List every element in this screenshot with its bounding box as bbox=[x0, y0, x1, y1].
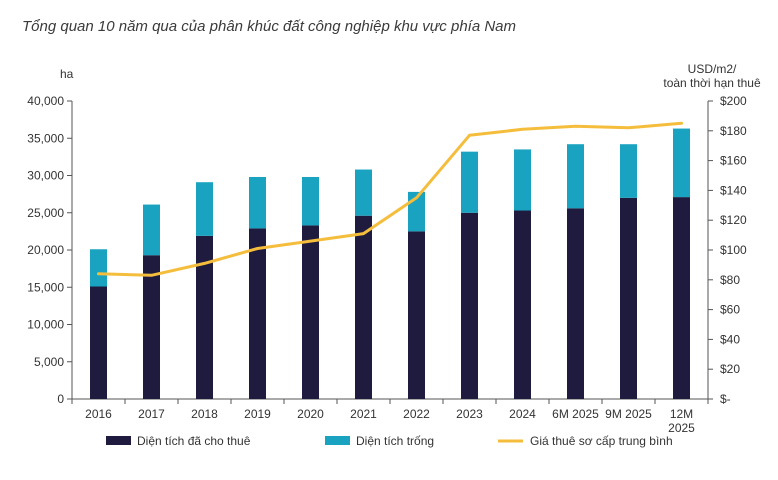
x-tick-label: 2018 bbox=[191, 407, 218, 421]
y-right-tick-label: $120 bbox=[720, 213, 747, 227]
bar-leased bbox=[90, 286, 107, 399]
y-right-tick-label: $100 bbox=[720, 243, 747, 257]
legend-label-rent: Giá thuê sơ cấp trung bình bbox=[530, 434, 673, 448]
y-left-tick-label: 30,000 bbox=[27, 169, 64, 183]
bar-leased bbox=[355, 215, 372, 399]
x-tick-label: 9M 2025 bbox=[605, 407, 652, 421]
legend-label-vacant: Diện tích trống bbox=[356, 434, 434, 448]
bar-leased bbox=[143, 255, 160, 399]
bar-leased bbox=[408, 231, 425, 399]
chart-title: Tổng quan 10 năm qua của phân khúc đất c… bbox=[22, 18, 517, 35]
bar-leased bbox=[620, 197, 637, 399]
bar-vacant bbox=[673, 128, 690, 198]
y-right-tick-label: $60 bbox=[720, 303, 740, 317]
bar-leased bbox=[567, 208, 584, 399]
bar-leased bbox=[461, 212, 478, 399]
y-left-axis-label: ha bbox=[60, 67, 74, 81]
bar-vacant bbox=[355, 169, 372, 216]
y-right-tick-label: $180 bbox=[720, 124, 747, 138]
y-right-tick-label: $80 bbox=[720, 273, 740, 287]
y-left-tick-label: 25,000 bbox=[27, 206, 64, 220]
bar-vacant bbox=[461, 151, 478, 213]
bar-vacant bbox=[514, 149, 531, 211]
bar-leased bbox=[673, 197, 690, 399]
y-right-tick-label: $40 bbox=[720, 332, 740, 346]
x-tick-label: 2020 bbox=[297, 407, 324, 421]
x-tick-label: 2016 bbox=[85, 407, 112, 421]
y-right-tick-label: $160 bbox=[720, 154, 747, 168]
x-tick-label: 2022 bbox=[403, 407, 430, 421]
y-right-axis-label: toàn thời hạn thuê bbox=[663, 76, 761, 90]
line-rent-price bbox=[97, 121, 683, 277]
bar-vacant bbox=[90, 249, 107, 287]
y-left-tick-label: 40,000 bbox=[27, 94, 64, 108]
y-right-tick-label: $140 bbox=[720, 183, 747, 197]
x-tick-label: 2024 bbox=[509, 407, 536, 421]
x-tick-label: 2017 bbox=[138, 407, 165, 421]
bar-vacant bbox=[302, 176, 319, 226]
y-left-tick-label: 20,000 bbox=[27, 243, 64, 257]
y-right-axis-label: USD/m2/ bbox=[688, 62, 737, 76]
bar-leased bbox=[249, 228, 266, 399]
x-tick-label: 2021 bbox=[350, 407, 377, 421]
y-left-tick-label: 35,000 bbox=[27, 131, 64, 145]
y-left-tick-label: 0 bbox=[57, 392, 64, 406]
x-tick-label: 2023 bbox=[456, 407, 483, 421]
bar-leased bbox=[514, 210, 531, 399]
y-left-tick-label: 5,000 bbox=[34, 355, 64, 369]
bar-vacant bbox=[249, 176, 266, 229]
x-tick-label: 2025 bbox=[668, 421, 695, 435]
x-tick-label: 12M bbox=[670, 407, 693, 421]
y-right-tick-label: $- bbox=[720, 392, 731, 406]
y-right-tick-label: $200 bbox=[720, 94, 747, 108]
y-left-tick-label: 15,000 bbox=[27, 280, 64, 294]
x-tick-label: 6M 2025 bbox=[552, 407, 599, 421]
bar-leased bbox=[302, 225, 319, 399]
legend-swatch-leased bbox=[106, 436, 131, 445]
y-right-tick-label: $20 bbox=[720, 362, 740, 376]
bar-leased bbox=[196, 235, 213, 399]
bar-vacant bbox=[567, 144, 584, 209]
y-left-tick-label: 10,000 bbox=[27, 318, 64, 332]
legend-swatch-vacant bbox=[325, 436, 350, 445]
bar-vacant bbox=[196, 182, 213, 236]
bar-vacant bbox=[143, 204, 160, 256]
x-tick-label: 2019 bbox=[244, 407, 271, 421]
bar-vacant bbox=[620, 144, 637, 198]
legend-label-leased: Diện tích đã cho thuê bbox=[137, 434, 251, 448]
